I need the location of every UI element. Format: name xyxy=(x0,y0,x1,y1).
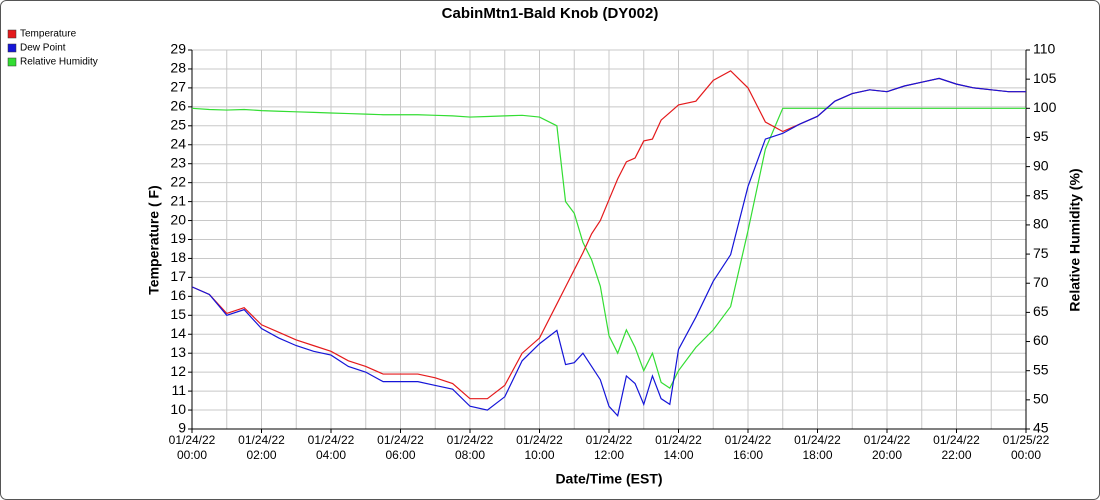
legend-label: Relative Humidity xyxy=(20,57,98,68)
y-tick-label: 11 xyxy=(171,382,186,398)
y-tick-label: 21 xyxy=(170,192,186,208)
y-tick-label: 27 xyxy=(170,79,186,95)
x-axis-title: Date/Time (EST) xyxy=(555,471,662,487)
y-tick-label: 14 xyxy=(170,325,186,341)
legend-swatch xyxy=(7,29,17,39)
x-tick-label: 01/24/22 10:00 xyxy=(516,433,563,462)
y-tick-label: 22 xyxy=(170,173,186,189)
y2-tick-label: 95 xyxy=(1033,128,1049,144)
y-tick-label: 12 xyxy=(170,363,186,379)
y-tick-label: 29 xyxy=(170,41,186,57)
legend-label: Dew Point xyxy=(20,43,66,54)
legend-label: Temperature xyxy=(20,29,77,40)
y2-tick-label: 60 xyxy=(1033,332,1049,348)
series-line xyxy=(191,107,1026,390)
x-tick-label: 01/24/22 20:00 xyxy=(864,433,911,462)
x-tick-label: 01/24/22 16:00 xyxy=(725,433,772,462)
y2-tick-label: 70 xyxy=(1033,274,1049,290)
y-tick-label: 19 xyxy=(170,230,186,246)
y-tick-label: 16 xyxy=(170,287,186,303)
x-tick-label: 01/24/22 04:00 xyxy=(308,433,355,462)
x-tick-label: 01/24/22 14:00 xyxy=(655,433,702,462)
x-tick-label: 01/24/22 12:00 xyxy=(586,433,633,462)
y-axis-title: Temperature ( F) xyxy=(146,185,162,294)
y-tick-label: 13 xyxy=(170,344,186,360)
x-tick-label: 01/24/22 00:00 xyxy=(169,433,216,462)
y2-tick-label: 75 xyxy=(1033,245,1049,261)
y-tick-label: 23 xyxy=(170,154,186,170)
y2-tick-label: 65 xyxy=(1033,303,1049,319)
series-line xyxy=(191,77,1026,417)
y-tick-label: 17 xyxy=(170,268,186,284)
x-tick-label: 01/24/22 22:00 xyxy=(933,433,980,462)
y-tick-label: 10 xyxy=(170,401,186,417)
y-tick-label: 20 xyxy=(170,211,186,227)
y-tick-label: 9 xyxy=(178,420,186,436)
y-tick-label: 24 xyxy=(170,135,186,151)
x-tick-label: 01/24/22 02:00 xyxy=(238,433,285,462)
x-tick-label: 01/24/22 08:00 xyxy=(447,433,494,462)
legend-swatch xyxy=(7,43,17,53)
y-tick-label: 26 xyxy=(170,98,186,114)
x-tick-label: 01/24/22 18:00 xyxy=(794,433,841,462)
y2-tick-label: 105 xyxy=(1033,70,1057,86)
legend-swatch xyxy=(7,57,17,67)
y2-tick-label: 110 xyxy=(1033,41,1056,57)
chart-title: CabinMtn1-Bald Knob (DY002) xyxy=(442,5,659,22)
y-tick-label: 15 xyxy=(170,306,186,322)
y2-tick-label: 100 xyxy=(1033,99,1057,115)
y2-tick-label: 45 xyxy=(1033,420,1049,436)
y2-tick-label: 50 xyxy=(1033,391,1049,407)
y2-tick-label: 90 xyxy=(1033,157,1049,173)
y-tick-label: 18 xyxy=(170,249,186,265)
x-tick-label: 01/24/22 06:00 xyxy=(377,433,424,462)
y-tick-label: 25 xyxy=(170,117,186,133)
y2-tick-label: 80 xyxy=(1033,216,1049,232)
y2-tick-label: 55 xyxy=(1033,361,1049,377)
y-tick-label: 28 xyxy=(170,60,186,76)
y2-tick-label: 85 xyxy=(1033,186,1049,202)
y2-axis-title: Relative Humidity (%) xyxy=(1067,168,1083,311)
x-tick-label: 01/25/22 00:00 xyxy=(1003,433,1050,462)
